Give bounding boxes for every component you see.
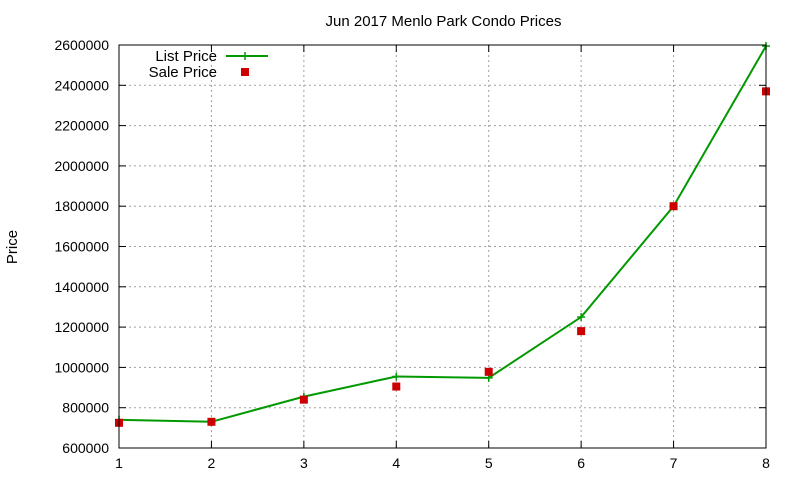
sale-price-point bbox=[392, 382, 401, 391]
legend: List Price Sale Price bbox=[149, 48, 268, 81]
y-tick-label: 1200000 bbox=[54, 319, 109, 335]
x-tick-label: 3 bbox=[300, 455, 308, 471]
x-axis-ticks: 1 2 3 4 5 6 7 8 bbox=[115, 45, 770, 471]
x-tick-label: 2 bbox=[208, 455, 216, 471]
series-sale-price bbox=[115, 87, 770, 427]
sale-price-point bbox=[299, 395, 308, 404]
y-tick-label: 2400000 bbox=[54, 77, 109, 93]
y-axis-ticks: 600000 800000 1000000 1200000 1400000 1600000… bbox=[54, 37, 766, 456]
grid-lines bbox=[119, 45, 766, 448]
sale-price-point bbox=[207, 417, 216, 426]
series-list-price bbox=[115, 42, 770, 426]
sale-price-point bbox=[577, 327, 586, 336]
x-tick-label: 6 bbox=[577, 455, 585, 471]
y-axis-label: Price bbox=[4, 230, 21, 264]
legend-marker-list-price bbox=[241, 52, 249, 60]
legend-label-list-price: List Price bbox=[155, 48, 217, 65]
sale-price-point bbox=[484, 367, 493, 376]
list-price-point bbox=[577, 313, 586, 322]
x-tick-label: 1 bbox=[115, 455, 123, 471]
list-price-line bbox=[118, 45, 767, 423]
y-tick-label: 800000 bbox=[62, 400, 109, 416]
x-tick-label: 8 bbox=[762, 455, 770, 471]
y-tick-label: 1400000 bbox=[54, 279, 109, 295]
plot-frame bbox=[118, 44, 767, 449]
legend-marker-sale-price bbox=[241, 68, 249, 76]
x-tick-label: 7 bbox=[670, 455, 678, 471]
legend-label-sale-price: Sale Price bbox=[149, 64, 217, 81]
chart-title: Jun 2017 Menlo Park Condo Prices bbox=[326, 13, 562, 30]
x-tick-label: 5 bbox=[485, 455, 493, 471]
list-price-point bbox=[392, 372, 401, 381]
sale-price-point bbox=[669, 202, 678, 211]
y-tick-label: 1600000 bbox=[54, 239, 109, 255]
x-tick-label: 4 bbox=[392, 455, 400, 471]
y-tick-label: 2000000 bbox=[54, 158, 109, 174]
y-tick-label: 600000 bbox=[62, 440, 109, 456]
y-tick-label: 1000000 bbox=[54, 359, 109, 375]
y-tick-label: 2200000 bbox=[54, 118, 109, 134]
y-tick-label: 2600000 bbox=[54, 37, 109, 53]
y-tick-label: 1800000 bbox=[54, 198, 109, 214]
